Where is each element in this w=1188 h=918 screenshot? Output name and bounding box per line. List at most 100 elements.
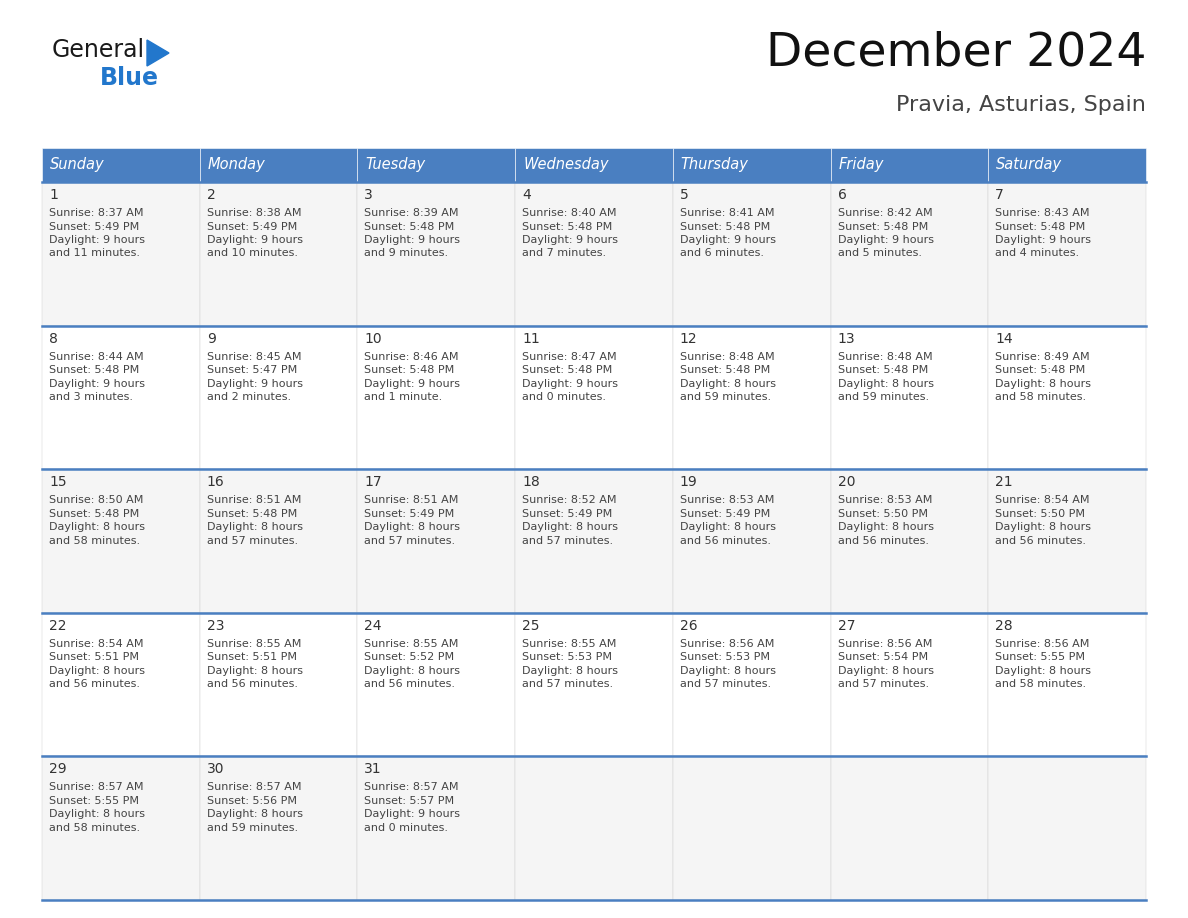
Bar	[516, 469, 672, 613]
Text: and 9 minutes.: and 9 minutes.	[365, 249, 449, 259]
Bar	[358, 613, 516, 756]
Text: Sunrise: 8:53 AM: Sunrise: 8:53 AM	[680, 495, 775, 505]
Text: 6: 6	[838, 188, 846, 202]
Text: and 58 minutes.: and 58 minutes.	[49, 536, 140, 545]
Text: 7: 7	[996, 188, 1004, 202]
Text: 19: 19	[680, 476, 697, 489]
Bar	[358, 326, 516, 469]
Text: Daylight: 9 hours: Daylight: 9 hours	[365, 378, 461, 388]
Bar	[830, 613, 988, 756]
Text: Sunrise: 8:54 AM: Sunrise: 8:54 AM	[49, 639, 144, 649]
Text: Sunrise: 8:42 AM: Sunrise: 8:42 AM	[838, 208, 933, 218]
Text: Sunrise: 8:43 AM: Sunrise: 8:43 AM	[996, 208, 1089, 218]
Bar	[516, 613, 672, 756]
Text: Sunset: 5:49 PM: Sunset: 5:49 PM	[207, 221, 297, 231]
Bar	[988, 148, 1146, 182]
Text: and 57 minutes.: and 57 minutes.	[523, 536, 613, 545]
Text: General: General	[52, 38, 145, 62]
Bar	[516, 326, 672, 469]
Text: Sunset: 5:48 PM: Sunset: 5:48 PM	[838, 221, 928, 231]
Bar	[830, 326, 988, 469]
Text: Daylight: 8 hours: Daylight: 8 hours	[680, 378, 776, 388]
Text: and 59 minutes.: and 59 minutes.	[680, 392, 771, 402]
Bar	[42, 469, 200, 613]
Text: Sunset: 5:48 PM: Sunset: 5:48 PM	[523, 365, 612, 375]
Text: Daylight: 9 hours: Daylight: 9 hours	[523, 235, 618, 245]
Text: 29: 29	[49, 763, 67, 777]
Bar	[42, 148, 200, 182]
Text: Sunrise: 8:48 AM: Sunrise: 8:48 AM	[838, 352, 933, 362]
Text: Daylight: 9 hours: Daylight: 9 hours	[365, 235, 461, 245]
Text: Daylight: 8 hours: Daylight: 8 hours	[207, 810, 303, 820]
Text: and 1 minute.: and 1 minute.	[365, 392, 443, 402]
Text: Sunset: 5:50 PM: Sunset: 5:50 PM	[838, 509, 928, 519]
Text: Sunrise: 8:44 AM: Sunrise: 8:44 AM	[49, 352, 144, 362]
Bar	[672, 148, 830, 182]
Bar	[516, 148, 672, 182]
Text: 26: 26	[680, 619, 697, 633]
Text: Sunrise: 8:38 AM: Sunrise: 8:38 AM	[207, 208, 302, 218]
Text: Sunrise: 8:50 AM: Sunrise: 8:50 AM	[49, 495, 144, 505]
Text: Sunset: 5:49 PM: Sunset: 5:49 PM	[680, 509, 770, 519]
Text: Friday: Friday	[839, 158, 884, 173]
Text: Daylight: 8 hours: Daylight: 8 hours	[996, 378, 1092, 388]
Bar	[200, 613, 358, 756]
Text: and 57 minutes.: and 57 minutes.	[523, 679, 613, 689]
Text: Daylight: 8 hours: Daylight: 8 hours	[49, 522, 145, 532]
Text: Daylight: 9 hours: Daylight: 9 hours	[49, 378, 145, 388]
Text: 18: 18	[523, 476, 539, 489]
Bar	[988, 182, 1146, 326]
Text: Sunset: 5:48 PM: Sunset: 5:48 PM	[49, 365, 139, 375]
Text: Daylight: 9 hours: Daylight: 9 hours	[49, 235, 145, 245]
Bar	[200, 148, 358, 182]
Text: 10: 10	[365, 331, 383, 345]
Text: Thursday: Thursday	[681, 158, 748, 173]
Text: Sunset: 5:49 PM: Sunset: 5:49 PM	[49, 221, 139, 231]
Text: Daylight: 8 hours: Daylight: 8 hours	[996, 522, 1092, 532]
Text: Sunset: 5:48 PM: Sunset: 5:48 PM	[838, 365, 928, 375]
Text: Sunset: 5:47 PM: Sunset: 5:47 PM	[207, 365, 297, 375]
Text: Sunset: 5:48 PM: Sunset: 5:48 PM	[49, 509, 139, 519]
Text: and 0 minutes.: and 0 minutes.	[365, 823, 448, 833]
Text: Sunrise: 8:46 AM: Sunrise: 8:46 AM	[365, 352, 459, 362]
Text: 9: 9	[207, 331, 215, 345]
Text: 31: 31	[365, 763, 383, 777]
Bar	[42, 613, 200, 756]
Text: and 57 minutes.: and 57 minutes.	[680, 679, 771, 689]
Text: and 2 minutes.: and 2 minutes.	[207, 392, 291, 402]
Bar	[830, 469, 988, 613]
Text: Daylight: 8 hours: Daylight: 8 hours	[838, 378, 934, 388]
Text: Daylight: 8 hours: Daylight: 8 hours	[365, 522, 461, 532]
Text: Sunrise: 8:47 AM: Sunrise: 8:47 AM	[523, 352, 617, 362]
Bar	[200, 469, 358, 613]
Text: and 56 minutes.: and 56 minutes.	[680, 536, 771, 545]
Text: 12: 12	[680, 331, 697, 345]
Text: Wednesday: Wednesday	[523, 158, 608, 173]
Text: and 56 minutes.: and 56 minutes.	[838, 536, 929, 545]
Text: 22: 22	[49, 619, 67, 633]
Text: Sunrise: 8:54 AM: Sunrise: 8:54 AM	[996, 495, 1089, 505]
Text: Sunrise: 8:49 AM: Sunrise: 8:49 AM	[996, 352, 1089, 362]
Bar	[42, 756, 200, 900]
Text: Sunset: 5:48 PM: Sunset: 5:48 PM	[996, 221, 1086, 231]
Text: Sunset: 5:57 PM: Sunset: 5:57 PM	[365, 796, 455, 806]
Text: Daylight: 9 hours: Daylight: 9 hours	[365, 810, 461, 820]
Text: and 11 minutes.: and 11 minutes.	[49, 249, 140, 259]
Text: Sunrise: 8:57 AM: Sunrise: 8:57 AM	[365, 782, 459, 792]
Text: Sunrise: 8:57 AM: Sunrise: 8:57 AM	[207, 782, 302, 792]
Text: Daylight: 8 hours: Daylight: 8 hours	[207, 666, 303, 676]
Text: Sunrise: 8:45 AM: Sunrise: 8:45 AM	[207, 352, 302, 362]
Text: Sunset: 5:51 PM: Sunset: 5:51 PM	[207, 653, 297, 662]
Text: Sunset: 5:52 PM: Sunset: 5:52 PM	[365, 653, 455, 662]
Bar	[358, 148, 516, 182]
Bar	[830, 182, 988, 326]
Text: 20: 20	[838, 476, 855, 489]
Text: Saturday: Saturday	[997, 158, 1062, 173]
Text: Sunset: 5:53 PM: Sunset: 5:53 PM	[523, 653, 612, 662]
Text: Daylight: 9 hours: Daylight: 9 hours	[207, 378, 303, 388]
Text: 25: 25	[523, 619, 539, 633]
Text: Sunday: Sunday	[50, 158, 105, 173]
Text: Sunset: 5:50 PM: Sunset: 5:50 PM	[996, 509, 1086, 519]
Text: 15: 15	[49, 476, 67, 489]
Bar	[672, 326, 830, 469]
